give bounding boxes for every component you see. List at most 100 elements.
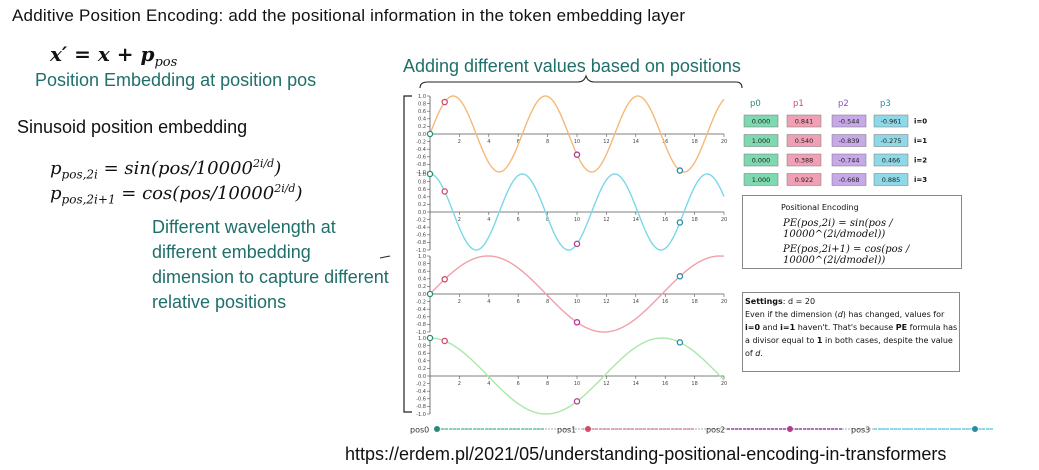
formula-even-sup: 2i/d [252,157,275,170]
pe-eq-sin: PE(pos,2i) = sin(pos / 10000^(2i/dmodel)… [783,218,893,240]
bracket-pointer [379,255,391,259]
y-tick-label: 0.6 [418,351,426,357]
y-tick-label: 1.0 [418,172,426,178]
y-tick-label: -0.8 [416,240,426,246]
y-tick-label: -0.4 [416,225,426,231]
x-tick-label: 6 [517,381,520,387]
source-url[interactable]: https://erdem.pl/2021/05/understanding-p… [345,444,947,464]
y-tick-label: -0.8 [416,404,426,410]
slide-title: Additive Position Encoding: add the posi… [12,6,686,25]
table-cell: 1.000 [743,173,779,186]
y-tick-label: 0.0 [418,292,426,298]
y-tick-label: -0.4 [416,389,426,395]
table-cell-bg [873,153,909,167]
row-label-i=3: i=3 [914,176,927,184]
slider-handle [786,425,794,433]
table-cell-bg [873,134,909,147]
x-tick-label: 16 [662,139,668,145]
top-brace [419,74,743,89]
row-label-i=1: i=1 [914,137,927,145]
formula-subscript: pos [154,55,178,70]
x-tick-label: 2 [458,299,461,305]
y-tick-label: 0.2 [418,202,426,208]
y-tick-label: 1.0 [418,94,426,100]
table-cell-value: 1.000 [752,176,771,184]
x-tick-label: 20 [721,381,727,387]
data-point-marker [573,240,581,248]
y-tick-label: 0.4 [418,277,426,283]
data-point-marker [441,98,448,106]
y-tick-label: -0.8 [416,322,426,328]
slider-handle [971,425,979,433]
data-point-marker [426,130,434,138]
settings-text2: ) has changed, values for [842,310,945,319]
table-cell-bg [743,134,779,147]
slider-label-pos2: pos2 [706,426,725,435]
x-tick-label: 10 [574,381,580,387]
table-cell-value: -0.668 [839,176,860,184]
y-tick-label: 0.8 [418,101,426,107]
table-cell: 0.388 [786,153,822,167]
y-tick-label: 0.4 [418,359,426,365]
slider-handle [433,425,441,433]
formula-odd: ppos,2i+1 = cos(pos/100002i/d) [50,182,303,207]
table-cell-value: -0.839 [839,137,860,145]
x-tick-label: 2 [458,381,461,387]
settings-d: d [837,310,843,319]
x-tick-label: 14 [633,139,639,145]
x-tick-label: 16 [662,381,668,387]
y-tick-label: 0.4 [418,117,426,123]
x-tick-label: 16 [662,299,668,305]
subplot-1: 1.00.8 0.6 0.40.2 0.0-0.2 -0.4 -0.6-0.8 -1.0 2 4… [416,170,727,254]
table-cell: 0.922 [786,173,822,186]
y-tick-label: 1.0 [418,336,426,342]
x-tick-label: 4 [487,381,490,387]
y-tick-label: 0.0 [418,374,426,380]
x-tick-label: 6 [517,217,520,223]
x-tick-label: 10 [574,299,580,305]
x-tick-label: 4 [487,299,490,305]
x-tick-label: 20 [721,217,727,223]
table-cell: -0.668 [831,173,867,186]
slider-label-pos1: pos1 [557,426,576,435]
x-tick-label: 10 [574,139,580,145]
column-header-p1: p1 [793,99,804,109]
table-cell-value: -0.544 [839,117,860,125]
data-point-marker [426,334,434,342]
data-point-marker [441,188,448,195]
subplot-3: 1.00.8 0.6 0.40.2 0.0-0.2 -0.4 -0.6-0.8 -1.0 2 4… [416,334,727,418]
formula-even: ppos,2i = sin(pos/100002i/d) [50,157,281,182]
y-tick-label: -0.2 [416,139,426,145]
data-point-marker [676,339,684,346]
y-tick-label: 0.8 [418,261,426,267]
table-cell-value: 0.466 [882,156,901,164]
formula-odd-p: p [50,183,62,204]
x-tick-label: 14 [633,217,639,223]
y-tick-label: -0.2 [416,299,426,305]
subplot-0: 1.00.80.60.40.20.0-0.2-0.4-0.6-0.8-1.02 4… [416,94,727,176]
table-cell: -0.744 [831,153,867,167]
table-cell-bg [786,153,822,167]
data-point-marker [676,219,684,226]
table-cell: 0.000 [743,114,779,128]
table-cell: -0.275 [873,134,909,147]
x-tick-label: 18 [691,217,697,223]
y-tick-label: 0.8 [418,179,426,185]
y-tick-label: -0.6 [416,397,426,403]
y-tick-label: 0.2 [418,124,426,130]
data-point-marker [441,276,448,283]
formula-text: x′ = x + p [50,42,155,66]
column-header-p2: p2 [838,99,849,109]
x-tick-label: 12 [603,299,609,305]
table-cell-bg [873,173,909,186]
x-tick-label: 8 [546,139,549,145]
x-tick-label: 18 [691,381,697,387]
settings-i1: i=1 [780,323,796,332]
y-tick-label: 0.0 [418,210,426,216]
table-cell: 0.000 [743,153,779,167]
x-tick-label: 14 [633,381,639,387]
x-tick-label: 18 [691,299,697,305]
y-tick-label: 0.8 [418,343,426,349]
x-tick-label: 12 [603,139,609,145]
table-cell: 1.000 [743,134,779,147]
